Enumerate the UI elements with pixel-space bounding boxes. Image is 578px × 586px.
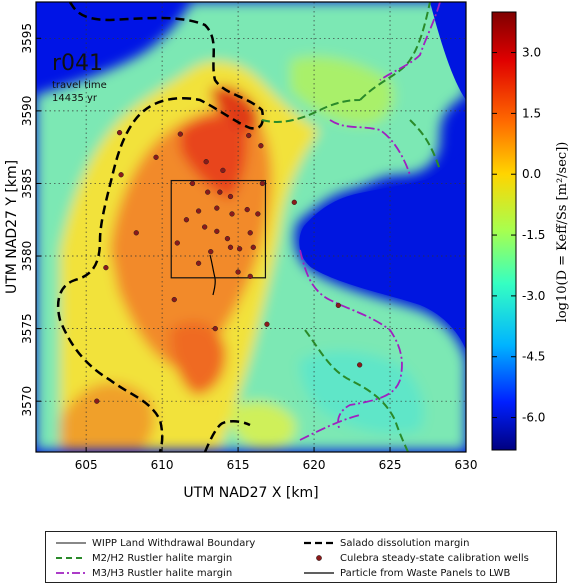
well-point <box>259 180 266 187</box>
legend-item-m2h2: M2/H2 Rustler halite margin <box>56 550 232 566</box>
colorbar-tick-label: -6.0 <box>522 411 545 425</box>
well-point <box>217 189 223 195</box>
well-point <box>118 172 124 178</box>
legend-swatch-salado <box>304 537 334 549</box>
well-point <box>356 362 363 368</box>
travel-time-label: travel time <box>52 80 107 91</box>
x-tick-label: 630 <box>455 458 478 472</box>
m2h2-rustler-halite-margin <box>261 2 441 452</box>
well-point <box>220 167 226 174</box>
x-axis-ticks: 605 610 615 620 625 630 <box>75 447 478 472</box>
well-point <box>116 129 123 136</box>
colorbar-tick-label: 1.5 <box>522 106 541 120</box>
y-tick-label: 3585 <box>20 168 34 199</box>
plot-frame <box>35 1 467 453</box>
legend-swatch-wells <box>304 552 334 564</box>
well-point <box>202 224 208 230</box>
legend-swatch-m3h3 <box>56 567 86 579</box>
y-tick-label: 3570 <box>20 386 34 417</box>
legend-item-m3h3: M3/H3 Rustler halite margin <box>56 565 232 581</box>
well-point <box>205 189 211 195</box>
salado-dissolution-margin <box>56 2 265 452</box>
colorbar-ticks: 3.0 1.5 0.0 -1.5 -3.0 -4.5 -6.0 <box>492 46 545 425</box>
well-point <box>174 240 180 246</box>
legend-label-wells: Culebra steady-state calibration wells <box>340 552 529 564</box>
well-point <box>94 398 100 404</box>
well-point <box>153 154 159 160</box>
well-point <box>244 206 250 213</box>
x-axis-label: UTM NAD27 X [km] <box>183 485 318 501</box>
well-point <box>264 321 270 327</box>
colorbar-tick-label: -3.0 <box>522 289 545 303</box>
well-point <box>247 230 253 236</box>
y-tick-label: 3580 <box>20 241 34 272</box>
colorbar-label: log10(D = Keff/Ss [m²/sec]) <box>555 142 570 323</box>
well-point <box>103 264 109 271</box>
well-point <box>189 180 196 187</box>
well-point <box>183 217 190 223</box>
y-tick-label: 3575 <box>20 313 34 344</box>
y-tick-label: 3595 <box>20 23 34 54</box>
calibration-wells <box>94 129 363 404</box>
y-axis-ticks: 3570 3575 3580 3585 3590 3595 <box>20 23 41 416</box>
well-point <box>195 260 202 266</box>
x-tick-label: 620 <box>303 458 326 472</box>
well-point <box>203 159 209 165</box>
legend: WIPP Land Withdrawal Boundary Salado dis… <box>45 531 557 583</box>
colorbar-tick-label: 3.0 <box>522 46 541 60</box>
well-point <box>247 273 253 280</box>
legend-swatch-particle <box>304 567 334 579</box>
well-point <box>229 211 235 217</box>
x-tick-label: 605 <box>75 458 98 472</box>
well-point <box>246 132 252 139</box>
well-point <box>227 193 234 200</box>
x-tick-label: 615 <box>227 458 250 472</box>
well-point <box>258 143 264 149</box>
halite-margins <box>56 2 441 452</box>
legend-label-m3h3: M3/H3 Rustler halite margin <box>92 567 233 579</box>
legend-item-wells: Culebra steady-state calibration wells <box>304 550 529 566</box>
well-point <box>291 199 297 205</box>
x-tick-label: 625 <box>379 458 402 472</box>
well-point <box>212 325 218 332</box>
well-point <box>235 269 241 275</box>
well-point <box>195 208 202 214</box>
legend-item-particle: Particle from Waste Panels to LWB <box>304 565 510 581</box>
legend-label-wipp: WIPP Land Withdrawal Boundary <box>92 537 256 549</box>
colorbar-tick-label: -1.5 <box>522 228 545 242</box>
legend-item-wipp: WIPP Land Withdrawal Boundary <box>56 535 255 551</box>
well-point <box>255 211 261 217</box>
wipp-land-withdrawal-boundary <box>170 179 267 279</box>
y-axis-label: UTM NAD27 Y [km] <box>4 160 20 294</box>
well-point <box>227 244 234 250</box>
colorbar-tick-label: -4.5 <box>522 350 545 364</box>
well-point <box>177 131 183 137</box>
colorbar-tick-label: 0.0 <box>522 167 541 181</box>
map-label: r041 <box>52 51 103 76</box>
travel-time-value: 14435 yr <box>52 93 98 104</box>
m3h3-rustler-halite-margin <box>299 2 441 441</box>
legend-label-particle: Particle from Waste Panels to LWB <box>340 567 511 579</box>
well-point <box>208 249 214 255</box>
x-tick-label: 610 <box>151 458 174 472</box>
well-point <box>133 230 139 236</box>
y-tick-label: 3590 <box>20 96 34 127</box>
well-point <box>335 302 342 309</box>
colorbar <box>491 11 517 451</box>
legend-swatch-wipp <box>56 537 86 549</box>
well-point <box>250 244 256 250</box>
well-point <box>214 205 220 211</box>
legend-label-m2h2: M2/H2 Rustler halite margin <box>92 552 233 564</box>
legend-item-salado: Salado dissolution margin <box>304 535 469 551</box>
heatmap-field <box>36 2 466 452</box>
well-point <box>214 228 220 235</box>
well-point <box>236 246 243 252</box>
well-point <box>224 235 231 242</box>
well-point <box>171 296 177 303</box>
legend-swatch-m2h2 <box>56 552 86 564</box>
legend-label-salado: Salado dissolution margin <box>340 537 470 549</box>
